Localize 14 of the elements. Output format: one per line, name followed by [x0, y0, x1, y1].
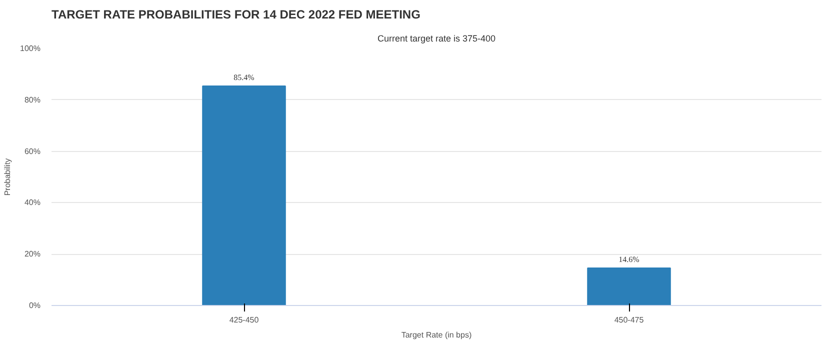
data-label: 14.6% [618, 254, 640, 264]
chart-subtitle: Current target rate is 375-400 [377, 34, 496, 44]
y-tick-label: 0% [28, 301, 40, 310]
x-tick-label: 450-475 [614, 316, 644, 324]
y-tick-label: 100% [20, 44, 41, 53]
y-tick-label: 80% [24, 95, 41, 104]
y-tick-label: 60% [24, 146, 41, 156]
y-axis-title: Probability [3, 158, 12, 196]
chart-title: TARGET RATE PROBABILITIES FOR 14 DEC 2022 FED MEETING [52, 8, 420, 22]
y-tick-label: 20% [24, 250, 41, 259]
x-tick-label: 425-450 [229, 316, 260, 324]
data-label: 85.4% [234, 73, 255, 82]
y-tick-label: 40% [24, 198, 41, 208]
x-axis-title: Target Rate (in bps) [401, 330, 472, 340]
